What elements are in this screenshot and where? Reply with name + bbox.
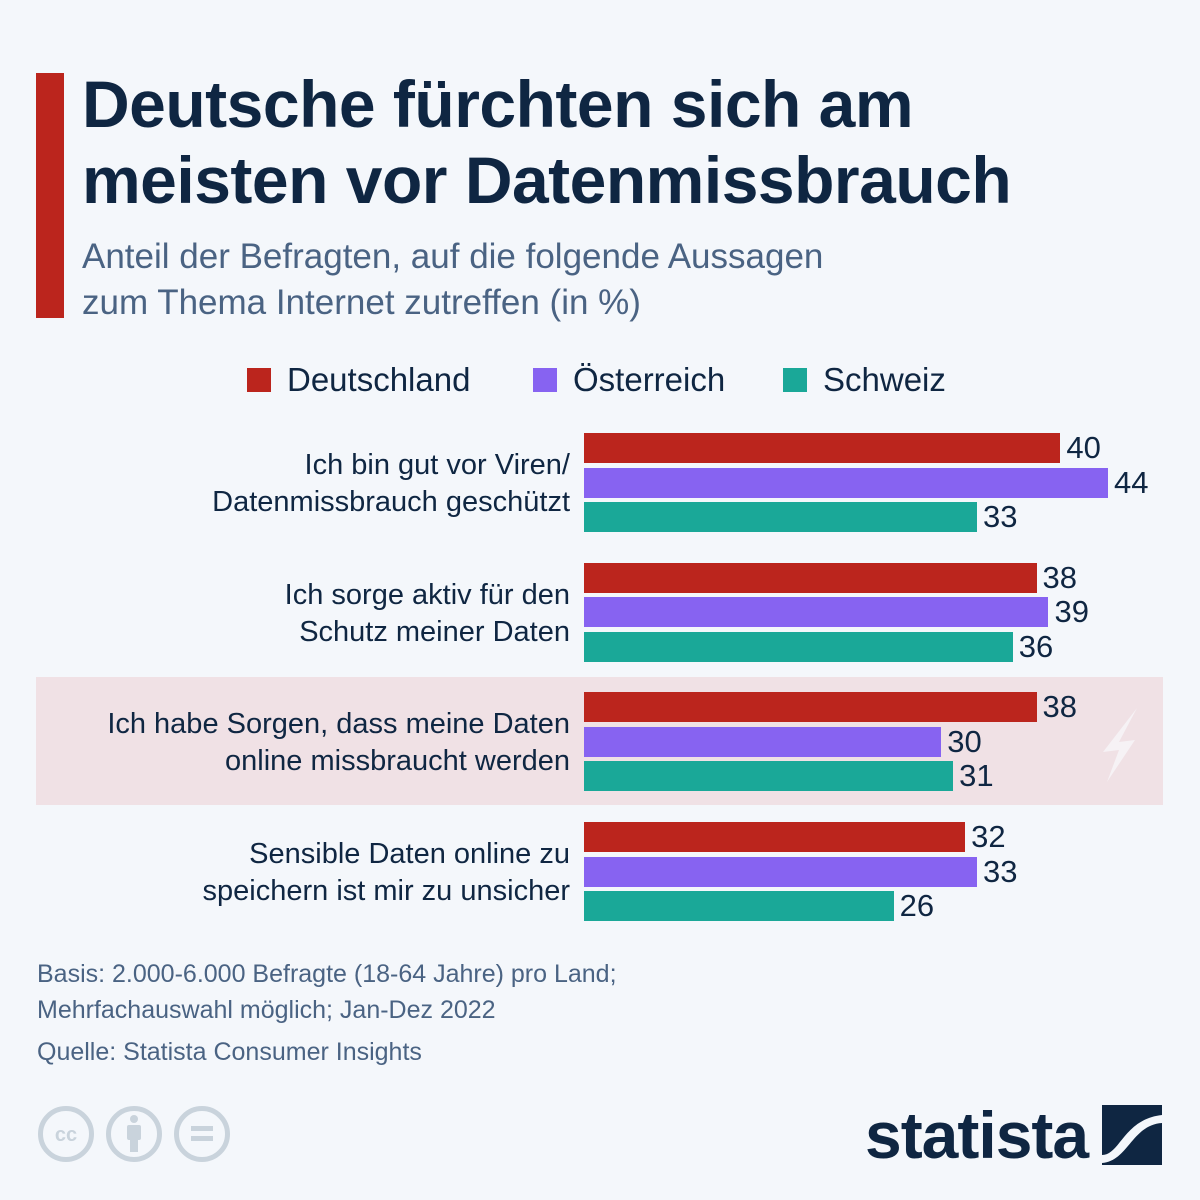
legend-item-schweiz: Schweiz [783,360,946,400]
bar-schweiz [584,631,1013,662]
category-label-line: Schutz meiner Daten [299,615,570,648]
title-line-2: meisten vor Datenmissbrauch [82,143,1012,217]
category-label-line: online missbraucht werden [225,745,570,778]
data-label: 33 [983,499,1018,534]
lightning-bolt-icon [1103,708,1137,782]
subtitle-line-1: Anteil der Befragten, auf die folgende A… [82,237,824,276]
bar-deutschland [584,562,1037,593]
chart-title: Deutsche fürchten sich am meisten vor Da… [82,66,1182,218]
legend-swatch [783,368,807,392]
legend-label: Österreich [573,361,726,398]
data-label: 39 [1054,594,1089,630]
category-label: Ich bin gut vor Viren/Datenmissbrauch ge… [10,447,570,521]
legend-swatch [533,368,557,392]
category-label-line: Ich habe Sorgen, dass meine Daten [107,708,570,741]
category-label: Ich habe Sorgen, dass meine Daten online … [10,706,570,780]
data-label: 38 [1042,559,1078,595]
chart-subtitle: Anteil der Befragten, auf die folgende A… [82,234,1082,326]
bar-schweiz [584,761,954,792]
footnote: Basis: 2.000-6.000 Befragte (18-64 Jahre… [37,956,937,1028]
data-label: 36 [1018,628,1054,664]
legend-item-österreich: Österreich [533,360,725,400]
data-label: 30 [947,723,982,759]
legend-label: Schweiz [823,361,946,398]
bar-deutschland [584,692,1037,723]
footnote-line-2: Mehrfachauswahl möglich; Jan-Dez 2022 [37,996,496,1024]
data-label: 33 [983,853,1018,889]
no-derivatives-icon[interactable] [173,1105,231,1163]
footnote-line-1: Basis: 2.000-6.000 Befragte (18-64 Jahre… [37,960,617,988]
bar-österreich [584,856,977,887]
license-icons: cc [37,1105,231,1163]
category-label-line: speichern ist mir zu unsicher [202,875,570,908]
data-label: 38 [1042,689,1078,725]
legend-label: Deutschland [287,361,471,398]
category-label-line: Ich bin gut vor Viren/ [304,449,570,481]
data-label: 40 [1066,430,1101,465]
subtitle-line-2: zum Thema Internet zutreffen (in %) [82,283,641,322]
bar-deutschland [584,822,966,853]
bar-österreich [584,467,1108,498]
bar-österreich [584,726,942,757]
legend-item-deutschland: Deutschland [247,360,470,400]
category-label: Ich sorge aktiv für den Schutz meiner Dat… [10,577,570,651]
statista-logo-mark-icon [1102,1105,1163,1165]
title-line-1: Deutsche fürchten sich am [82,67,914,141]
source-note: Quelle: Statista Consumer Insights [37,1038,422,1066]
bar-schweiz [584,502,977,532]
chart-legend: Deutschland Österreich Schweiz [0,360,1200,400]
data-label: 26 [899,888,935,924]
category-label-line: Ich sorge aktiv für den [284,578,570,611]
category-label: Sensible Daten online zu speichern ist mi… [10,836,570,910]
logo-text: statista [865,1098,1089,1172]
data-label: 44 [1114,464,1149,500]
category-label-line: Datenmissbrauch geschützt [212,486,570,518]
title-accent-bar [36,73,64,318]
legend-swatch [247,368,271,392]
attribution-icon[interactable] [105,1105,163,1163]
data-label: 32 [971,819,1006,855]
svg-text:cc: cc [55,1124,77,1146]
category-label-line: Sensible Daten online zu [249,838,570,871]
creative-commons-icon[interactable]: cc [37,1105,95,1163]
bar-schweiz [584,891,894,922]
bar-deutschland [584,433,1061,463]
statista-logo[interactable]: statista [865,1098,1163,1172]
data-label: 31 [959,758,994,794]
bar-österreich [584,597,1049,628]
